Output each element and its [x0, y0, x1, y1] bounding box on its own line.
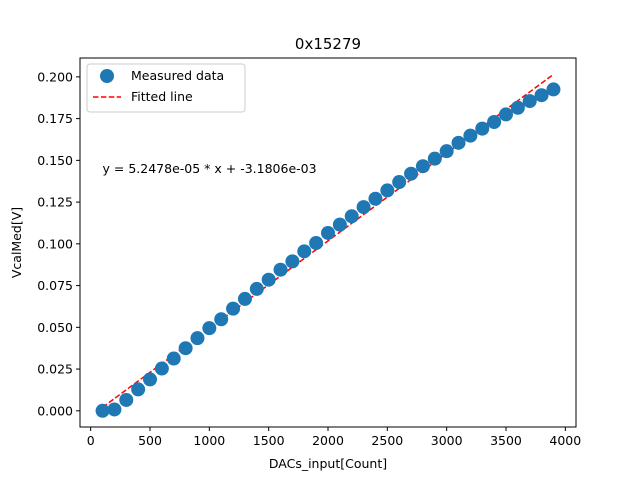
data-point — [249, 281, 264, 296]
x-tick-label: 4000 — [549, 433, 581, 448]
data-point — [534, 88, 549, 103]
data-point — [463, 128, 478, 143]
y-tick-label: 0.150 — [37, 153, 73, 168]
y-tick-label: 0.100 — [37, 236, 73, 251]
y-tick-label: 0.075 — [37, 278, 73, 293]
data-points-layer — [95, 82, 561, 418]
data-point — [439, 144, 454, 159]
x-tick-label: 3000 — [431, 433, 463, 448]
data-point — [546, 82, 561, 97]
data-point — [154, 361, 169, 376]
data-point — [131, 382, 146, 397]
y-tick-label: 0.000 — [37, 403, 73, 418]
data-point — [178, 341, 193, 356]
data-point — [427, 151, 442, 166]
data-point — [285, 254, 300, 269]
data-point — [356, 200, 371, 215]
data-point — [202, 321, 217, 336]
data-point — [392, 175, 407, 190]
data-point — [498, 107, 513, 122]
data-point — [451, 135, 466, 150]
data-point — [297, 244, 312, 259]
x-tick-label: 500 — [138, 433, 162, 448]
data-point — [261, 272, 276, 287]
data-point — [107, 402, 122, 417]
data-point — [380, 183, 395, 198]
data-point — [368, 191, 383, 206]
data-point — [309, 236, 324, 251]
x-axis-label: DACs_input[Count] — [269, 456, 387, 471]
y-axis-label: VcalMed[V] — [9, 207, 24, 278]
y-tick-label: 0.050 — [37, 320, 73, 335]
data-point — [95, 403, 110, 418]
x-tick-label: 2000 — [312, 433, 344, 448]
data-point — [237, 291, 252, 306]
x-tick-label: 1000 — [193, 433, 225, 448]
data-point — [321, 225, 335, 240]
data-point — [487, 114, 502, 129]
data-point — [273, 262, 288, 277]
data-point — [332, 217, 347, 232]
x-tick-label: 2500 — [371, 433, 403, 448]
legend-box — [86, 63, 246, 113]
data-point — [404, 166, 419, 181]
x-tick-label: 1500 — [253, 433, 285, 448]
data-point — [344, 209, 359, 224]
axes-frame — [79, 57, 577, 428]
legend-label-measured: Measured data — [131, 68, 224, 83]
legend-label-fitted: Fitted line — [131, 89, 193, 104]
data-point — [522, 94, 537, 109]
ticks-layer: 0 500 1000 1500 2000 2500 3000 3500 4000 0.000 0.0… — [37, 69, 581, 448]
data-point — [226, 301, 241, 316]
data-point — [475, 121, 490, 136]
data-point — [510, 100, 525, 115]
data-point — [119, 392, 134, 407]
data-point — [190, 331, 205, 346]
chart-title: 0x15279 — [295, 35, 361, 53]
x-tick-label: 0 — [87, 433, 95, 448]
legend: Measured data Fitted line — [86, 63, 246, 113]
y-tick-label: 0.175 — [37, 111, 73, 126]
fit-equation-annotation: y = 5.2478e-05 * x + -3.1806e-03 — [103, 161, 317, 176]
y-tick-label: 0.025 — [37, 362, 73, 377]
x-tick-label: 3500 — [490, 433, 522, 448]
data-point — [415, 159, 430, 174]
y-tick-label: 0.200 — [37, 69, 73, 84]
data-point — [166, 351, 181, 366]
y-tick-label: 0.125 — [37, 195, 73, 210]
data-point — [214, 312, 229, 327]
data-point — [143, 372, 158, 387]
legend-marker-measured — [100, 69, 114, 83]
